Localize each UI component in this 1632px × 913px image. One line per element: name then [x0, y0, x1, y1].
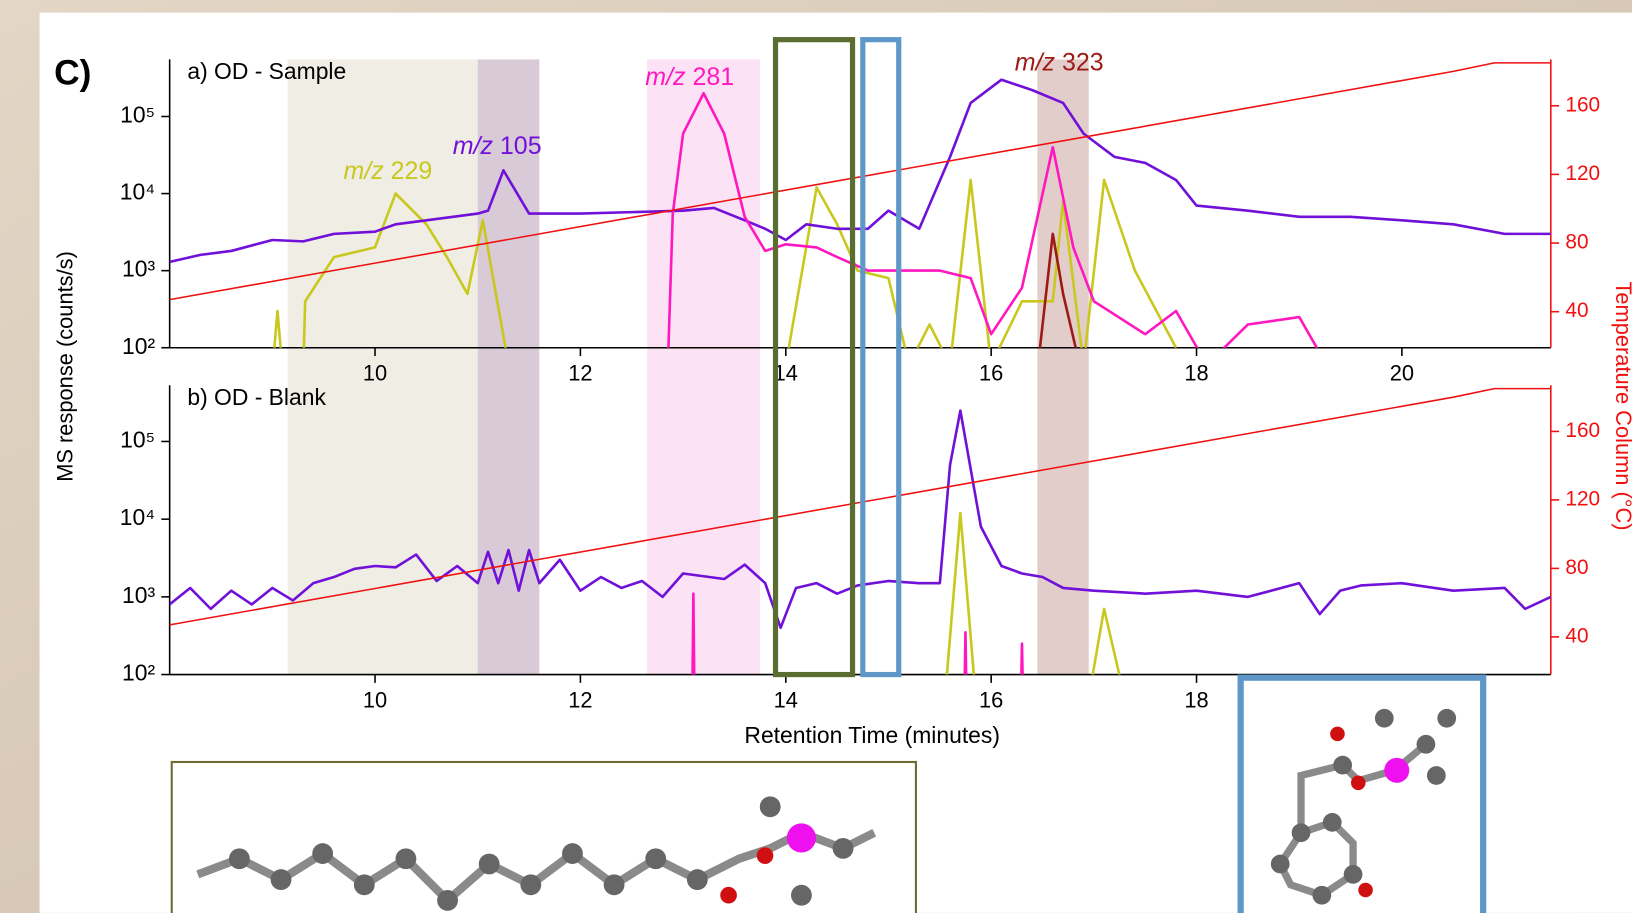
series-label: m/z 229	[343, 156, 432, 184]
highlight-band	[1037, 59, 1089, 675]
y-tick-label: 10⁴	[120, 179, 155, 205]
x-tick-label: 14	[774, 687, 798, 712]
y2-tick-label: 160	[1565, 93, 1600, 116]
series-label: m/z 323	[1015, 48, 1104, 76]
series-label: m/z 281	[645, 63, 734, 91]
y2-tick-label: 40	[1565, 299, 1588, 322]
x-tick-label: 10	[363, 687, 387, 712]
highlight-band	[287, 59, 478, 675]
y2-tick-label: 80	[1565, 231, 1588, 254]
series-line	[169, 409, 1551, 630]
series-line	[667, 91, 1319, 348]
y-tick-label: 10⁵	[120, 427, 155, 453]
x-axis-label: Retention Time (minutes)	[744, 722, 1000, 748]
plot-area	[169, 62, 1551, 348]
y2-tick-label: 120	[1565, 162, 1600, 185]
x-tick-label: 12	[568, 687, 592, 712]
y2-axis-label: Temperature Column (°C)	[1611, 281, 1632, 530]
x-tick-label: 18	[1184, 687, 1208, 712]
figure-label: C)	[54, 53, 91, 92]
x-tick-label: 20	[1390, 361, 1414, 386]
panel-title: a) OD - Sample	[187, 58, 346, 84]
x-tick-label: 18	[1184, 361, 1208, 386]
temperature-line	[169, 62, 1551, 301]
highlight-band	[647, 59, 761, 675]
series-line	[1038, 232, 1078, 348]
x-tick-label: 16	[979, 687, 1003, 712]
highlight-box	[860, 37, 902, 678]
series-line	[273, 178, 1178, 348]
y-tick-label: 10⁴	[120, 504, 155, 530]
x-tick-label: 12	[568, 361, 592, 386]
series-line	[945, 511, 1121, 675]
y-tick-label: 10²	[122, 660, 155, 686]
x-tick-label: 10	[363, 361, 387, 386]
y-tick-label: 10³	[122, 256, 155, 282]
panel-title: b) OD - Blank	[187, 384, 326, 410]
y2-tick-label: 80	[1565, 556, 1588, 579]
highlight-band	[477, 59, 540, 675]
series-line	[169, 78, 1551, 264]
series-line	[691, 592, 1024, 675]
y-tick-label: 10³	[122, 582, 155, 608]
series-label: m/z 105	[453, 131, 542, 159]
y-tick-label: 10⁵	[120, 102, 155, 128]
molecule-image	[170, 760, 917, 913]
temperature-line	[169, 387, 1551, 626]
y-axis-label: MS response (counts/s)	[52, 251, 77, 482]
y-tick-label: 10²	[122, 333, 155, 359]
highlight-box	[772, 37, 856, 678]
x-tick-label: 16	[979, 361, 1003, 386]
y2-tick-label: 40	[1565, 624, 1588, 647]
molecule-image	[1237, 674, 1487, 913]
plot-area	[169, 387, 1551, 675]
y2-tick-label: 120	[1565, 487, 1600, 510]
y2-tick-label: 160	[1565, 419, 1600, 442]
